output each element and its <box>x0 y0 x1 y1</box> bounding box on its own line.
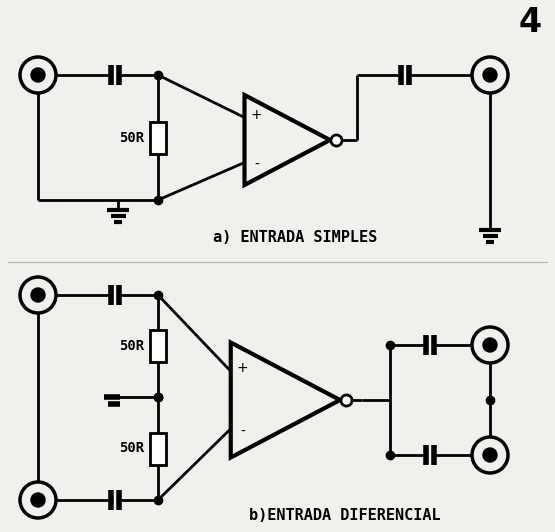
Text: a) ENTRADA SIMPLES: a) ENTRADA SIMPLES <box>213 230 377 245</box>
Text: -: - <box>240 425 245 439</box>
Circle shape <box>483 448 497 462</box>
Text: +: + <box>237 361 249 375</box>
Text: 50R: 50R <box>119 442 144 455</box>
Circle shape <box>31 68 45 82</box>
Circle shape <box>483 68 497 82</box>
Bar <box>150 330 166 362</box>
Text: 4: 4 <box>518 5 542 38</box>
Bar <box>150 121 166 154</box>
Circle shape <box>483 338 497 352</box>
Text: +: + <box>251 108 263 122</box>
Text: 50R: 50R <box>119 339 144 353</box>
Text: 50R: 50R <box>119 130 144 145</box>
Circle shape <box>31 493 45 507</box>
Text: -: - <box>254 158 259 172</box>
Bar <box>150 433 166 464</box>
Text: b)ENTRADA DIFERENCIAL: b)ENTRADA DIFERENCIAL <box>249 508 441 522</box>
Circle shape <box>31 288 45 302</box>
